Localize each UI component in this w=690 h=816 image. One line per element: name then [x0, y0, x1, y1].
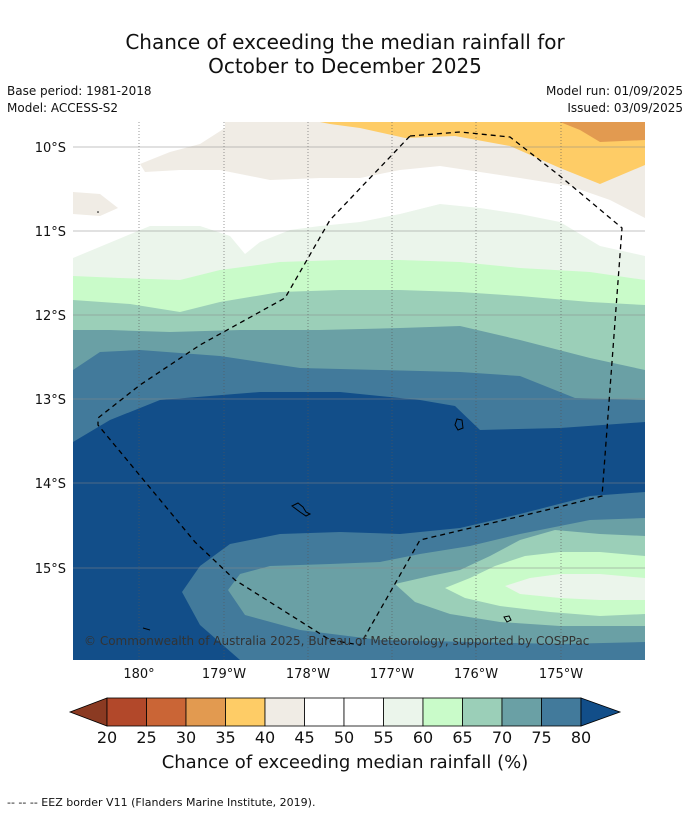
lat-label: 14°S: [35, 477, 66, 492]
lon-label: 176°W: [454, 667, 498, 682]
colorbar-tick-label: 70: [492, 728, 512, 747]
contour-40-45-islet: [73, 192, 118, 216]
colorbar-tick-label: 45: [294, 728, 314, 747]
colorbar-swatch: [185, 697, 226, 727]
island-group-west: [291, 502, 312, 517]
latitude-labels: 10°S 11°S 12°S 13°S 14°S 15°S: [35, 141, 66, 577]
meta-right: Model run: 01/09/2025 Issued: 03/09/2025: [546, 83, 683, 117]
colorbar-swatch: [264, 697, 305, 727]
colorbar-swatch: [225, 697, 266, 727]
colorbar: 20 25 30 35 40 45 50 55 60 65 70 75 80: [68, 697, 622, 747]
lat-label: 13°S: [35, 393, 66, 408]
lat-label: 11°S: [35, 225, 66, 240]
colorbar-swatch: [383, 697, 424, 727]
copyright-text: © Commonwealth of Australia 2025, Bureau…: [84, 634, 589, 648]
contour-30-35: [560, 122, 645, 142]
colorbar-swatch: [106, 697, 147, 727]
contour-35-40: [320, 122, 645, 184]
colorbar-tick-label: 75: [531, 728, 551, 747]
model-name: Model: ACCESS-S2: [7, 101, 119, 115]
colorbar-swatch: [462, 697, 503, 727]
colorbar-tick-label: 65: [452, 728, 472, 747]
colorbar-swatch: [501, 697, 542, 727]
colorbar-tick-label: 20: [97, 728, 117, 747]
colorbar-extend-low: [68, 697, 108, 727]
colorbar-swatch: [422, 697, 463, 727]
colorbar-swatch: [304, 697, 345, 727]
colorbar-swatch: [541, 697, 582, 727]
base-period: Base period: 1981-2018: [7, 84, 152, 98]
map-title: Chance of exceeding the median rainfall …: [0, 30, 690, 78]
colorbar-tick-label: 30: [176, 728, 196, 747]
colorbar-swatch: [146, 697, 187, 727]
islet-northwest: [97, 211, 99, 213]
contour-south-55-60: [505, 574, 645, 600]
lon-label: 175°W: [539, 667, 583, 682]
meta-left: Base period: 1981-2018 Model: ACCESS-S2: [7, 83, 152, 117]
colorbar-swatch: [343, 697, 384, 727]
lat-label: 15°S: [35, 562, 66, 577]
title-line-1: Chance of exceeding the median rainfall …: [125, 30, 565, 54]
lon-label: 178°W: [286, 667, 330, 682]
colorbar-tick-label: 80: [571, 728, 591, 747]
islet-southwest: [142, 627, 151, 631]
issued-date: Issued: 03/09/2025: [567, 101, 683, 115]
island-south: [503, 615, 512, 623]
colorbar-tick-label: 50: [334, 728, 354, 747]
lat-label: 12°S: [35, 309, 66, 324]
title-line-2: October to December 2025: [208, 54, 482, 78]
map-contours: © Commonwealth of Australia 2025, Bureau…: [73, 122, 645, 660]
colorbar-tick-label: 55: [373, 728, 393, 747]
lon-label: 180°: [123, 667, 154, 682]
eez-footnote: -- -- -- EEZ border V11 (Flanders Marine…: [7, 796, 316, 809]
latitude-gridlines: [73, 146, 645, 569]
colorbar-tick-label: 35: [215, 728, 235, 747]
colorbar-tick-label: 40: [255, 728, 275, 747]
colorbar-tick-label: 60: [413, 728, 433, 747]
colorbar-label: Chance of exceeding median rainfall (%): [161, 752, 529, 773]
rainfall-map: © Commonwealth of Australia 2025, Bureau…: [35, 122, 645, 747]
model-run: Model run: 01/09/2025: [545, 84, 683, 98]
island-north: [454, 418, 464, 431]
lon-label: 177°W: [370, 667, 414, 682]
lat-label: 10°S: [35, 141, 66, 156]
colorbar-extend-high: [580, 697, 622, 727]
eez-border: [97, 131, 623, 646]
longitude-labels: 180° 179°W 178°W 177°W 176°W 175°W: [123, 667, 583, 682]
colorbar-tick-label: 25: [136, 728, 156, 747]
lon-label: 179°W: [202, 667, 246, 682]
